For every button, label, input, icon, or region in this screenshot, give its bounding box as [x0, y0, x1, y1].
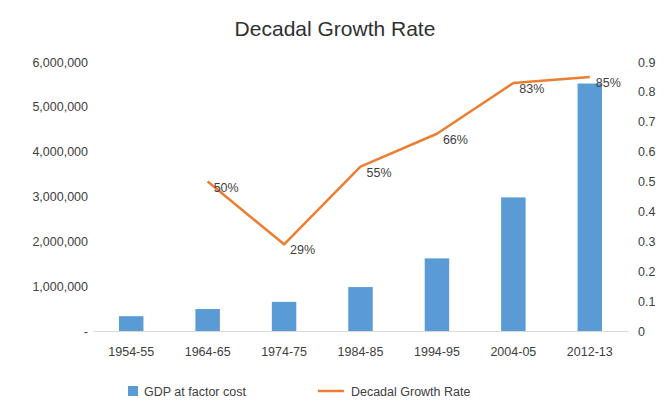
- tick-label: 0.4: [638, 205, 655, 219]
- bar: [119, 316, 143, 331]
- tick-label: 0.3: [638, 235, 655, 249]
- chart: Decadal Growth Rate 50% 29% 55% 66% 83% 85% - 1,…: [0, 0, 670, 413]
- y-axis: - 1,000,000 2,000,000 3,000,000 4,000,000 5,0…: [32, 56, 93, 339]
- bar: [272, 302, 296, 331]
- tick-label: 5,000,000: [32, 100, 88, 114]
- tick: 0.9: [638, 56, 655, 70]
- tick: 2004-05: [490, 345, 536, 359]
- tick-label: 1964-65: [185, 345, 231, 359]
- tick: 1974-75: [261, 345, 307, 359]
- legend-swatch: [318, 390, 344, 393]
- tick: 0.6: [638, 145, 655, 159]
- tick: 1994-95: [414, 345, 460, 359]
- bar: [348, 287, 372, 331]
- bar: [195, 309, 219, 331]
- tick-label: 6,000,000: [32, 56, 88, 70]
- legend-swatch: [128, 386, 138, 396]
- x-axis: 1954-55 1964-65 1974-75 1984-85 1994-95 2004-…: [94, 332, 629, 359]
- plot-area: [119, 77, 602, 331]
- tick-label: 1954-55: [108, 345, 154, 359]
- legend-item: GDP at factor cost: [128, 385, 246, 399]
- tick: 4,000,000: [32, 145, 88, 159]
- y2-axis: 0 0.1 0.2 0.3 0.4 0.5 0.6 0.7 0.8 0.9: [629, 56, 656, 339]
- tick-label: 0.6: [638, 145, 655, 159]
- tick-label: 4,000,000: [32, 145, 88, 159]
- tick: 1964-65: [185, 345, 231, 359]
- tick-label: 3,000,000: [32, 190, 88, 204]
- tick: 0.5: [638, 175, 655, 189]
- data-label: 29%: [290, 243, 315, 257]
- tick: 2012-13: [567, 345, 613, 359]
- tick-label: 0.7: [638, 115, 655, 129]
- tick-label: 1974-75: [261, 345, 307, 359]
- tick-label: 1994-95: [414, 345, 460, 359]
- tick: 0.3: [638, 235, 655, 249]
- axis-line: [628, 63, 629, 332]
- tick-label: 1984-85: [338, 345, 384, 359]
- tick: 1,000,000: [32, 280, 88, 294]
- tick-label: 0.2: [638, 265, 655, 279]
- data-label: 85%: [596, 76, 621, 90]
- axis-line: [94, 331, 629, 332]
- tick: 1954-55: [108, 345, 154, 359]
- tick: 6,000,000: [32, 56, 88, 70]
- tick-label: 0.1: [638, 295, 655, 309]
- tick-label: 1,000,000: [32, 280, 88, 294]
- tick-label: 2012-13: [567, 345, 613, 359]
- tick-label: -: [84, 325, 88, 339]
- tick-label: 0.5: [638, 175, 655, 189]
- tick: 3,000,000: [32, 190, 88, 204]
- data-label: 55%: [367, 166, 392, 180]
- axis-line: [93, 63, 94, 332]
- tick: 0.7: [638, 115, 655, 129]
- tick: 2,000,000: [32, 235, 88, 249]
- bar: [501, 197, 525, 331]
- data-label: 50%: [214, 181, 239, 195]
- bar: [578, 84, 602, 331]
- data-label: 66%: [443, 133, 468, 147]
- tick-label: 0.9: [638, 56, 655, 70]
- legend: GDP at factor cost Decadal Growth Rate: [128, 385, 470, 399]
- legend-label: Decadal Growth Rate: [351, 385, 471, 399]
- data-label: 83%: [519, 82, 544, 96]
- data-labels: 50% 29% 55% 66% 83% 85%: [214, 76, 621, 257]
- tick: 0: [638, 325, 645, 339]
- line: [208, 77, 590, 244]
- tick: -: [84, 325, 88, 339]
- tick: 0.4: [638, 205, 655, 219]
- legend-label: GDP at factor cost: [144, 385, 246, 399]
- bar: [425, 258, 449, 331]
- tick: 1984-85: [338, 345, 384, 359]
- tick: 0.8: [638, 85, 655, 99]
- tick: 0.2: [638, 265, 655, 279]
- tick-label: 2004-05: [490, 345, 536, 359]
- tick-label: 0.8: [638, 85, 655, 99]
- tick-label: 2,000,000: [32, 235, 88, 249]
- tick-label: 0: [638, 325, 645, 339]
- tick: 0.1: [638, 295, 655, 309]
- legend-item: Decadal Growth Rate: [318, 385, 471, 399]
- title: Decadal Growth Rate: [235, 17, 436, 40]
- tick: 5,000,000: [32, 100, 88, 114]
